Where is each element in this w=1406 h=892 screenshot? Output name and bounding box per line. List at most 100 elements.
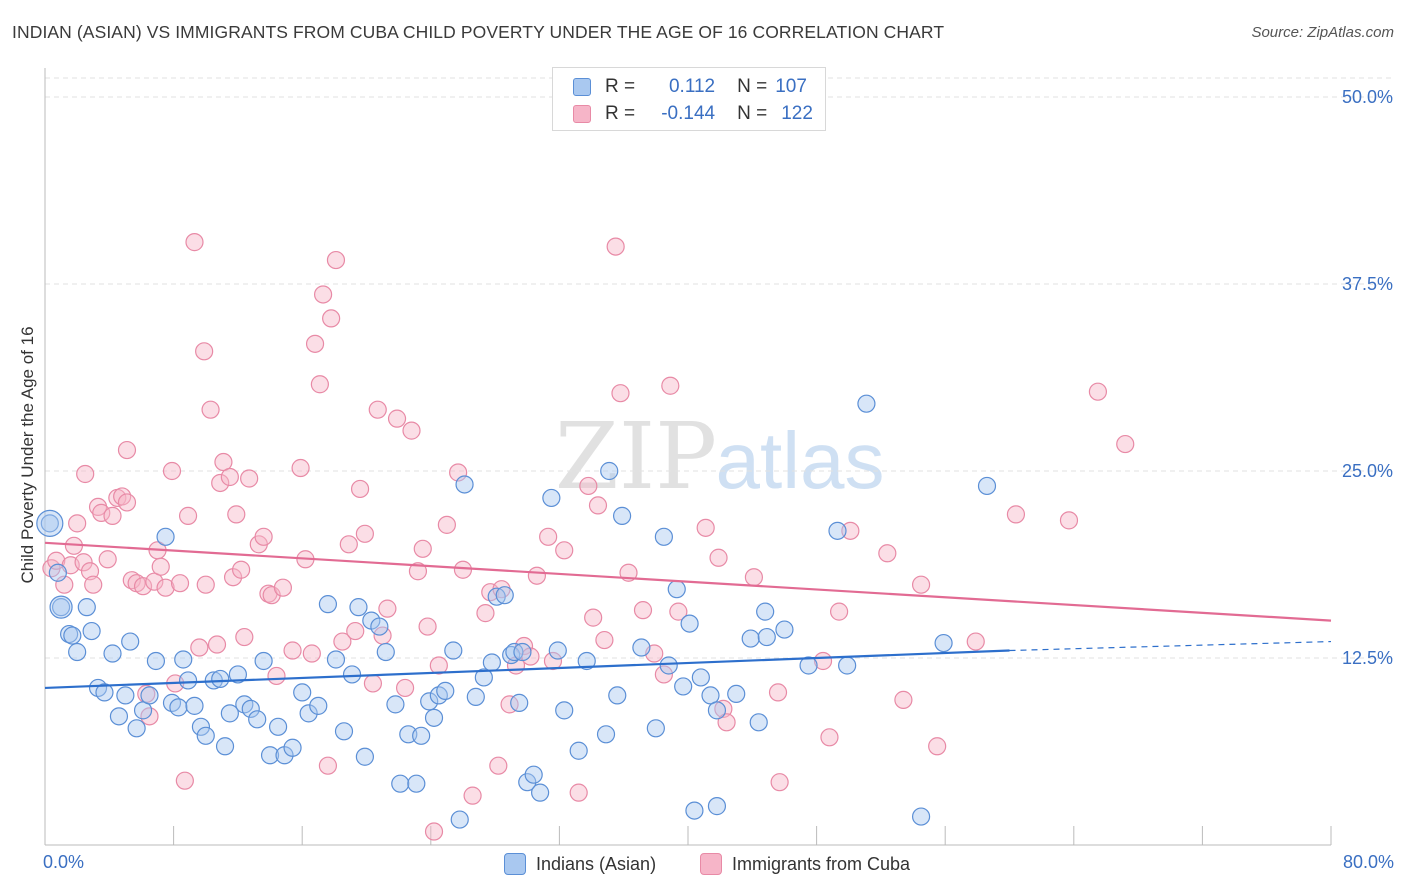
indian-point (654, 527, 673, 546)
legend-n-value: 107 (775, 76, 807, 97)
cuba-point (254, 527, 273, 546)
cuba-point (305, 334, 325, 353)
indian-point (531, 783, 550, 802)
cuba-point (240, 469, 259, 488)
indian-point (691, 668, 710, 687)
indian-point (127, 719, 146, 738)
cuba-point (543, 651, 563, 671)
cuba-point (98, 550, 117, 569)
indian-point (596, 725, 616, 744)
indian-point (254, 651, 273, 671)
cuba-point (211, 473, 230, 493)
x-tick-label-max: 80.0% (1342, 852, 1394, 872)
indian-point (502, 645, 521, 665)
indian-point (482, 653, 501, 672)
indian-point (707, 701, 727, 720)
indian-point (577, 651, 596, 671)
bottom-legend-label: Immigrants from Cuba (732, 853, 911, 874)
cuba-point (145, 572, 164, 591)
legend-swatch-pink (573, 105, 591, 123)
cuba-point (661, 376, 680, 395)
indian-point (518, 773, 537, 792)
cuba-point (214, 452, 233, 472)
cuba-point (151, 557, 170, 576)
indian-point (370, 617, 389, 636)
legend-swatch-blue (573, 78, 591, 96)
cuba-point (117, 440, 137, 460)
indian-point (191, 717, 211, 736)
indian-point (77, 598, 96, 617)
bottom-legend-cuba: Immigrants from Cuba (700, 852, 910, 876)
cuba-point (539, 527, 558, 546)
cuba-point (346, 621, 365, 641)
indian-point (355, 747, 374, 766)
cuba-point (201, 400, 220, 419)
y-axis-label: Child Poverty Under the Age of 16 (18, 326, 37, 584)
indian-point (103, 644, 122, 663)
indian-point (342, 665, 362, 684)
axes (44, 68, 1332, 846)
cuba-point (84, 575, 103, 594)
indian-point (857, 394, 876, 413)
indian-point (185, 696, 204, 715)
indian-point (680, 614, 699, 633)
cuba-point (235, 627, 254, 647)
indian-point (140, 686, 159, 705)
series-indian-points (36, 394, 997, 829)
cuba-point (654, 665, 673, 684)
cuba-point (768, 683, 788, 702)
cuba-point (1059, 511, 1079, 530)
cuba-point (113, 487, 132, 506)
cuba-point (717, 713, 736, 732)
indian-point (450, 810, 469, 829)
watermark-zip: ZIP (555, 403, 717, 510)
cuba-point (579, 476, 598, 496)
indian-point (299, 704, 318, 723)
cuba-point (283, 641, 302, 660)
indian-point (196, 726, 215, 745)
bottom-legend-swatch-pink (700, 853, 722, 875)
cuba-point (413, 539, 432, 558)
cuba-point (302, 644, 321, 663)
cuba-point (911, 575, 931, 594)
indian-trend-line (44, 649, 1010, 690)
cuba-point (178, 506, 198, 525)
cuba-point (894, 690, 913, 709)
cuba-point (103, 506, 122, 525)
indian-point (116, 686, 135, 705)
indian-point (632, 638, 651, 657)
y-tick-label: 12.5% (1342, 648, 1393, 668)
indian-point (412, 726, 431, 745)
cuba-point (273, 578, 293, 597)
indian-point (608, 686, 627, 705)
y-tick-label: 37.5% (1342, 274, 1393, 294)
source-note: Source: ZipAtlas.com (1251, 24, 1394, 41)
indian-point (911, 807, 931, 826)
legend-n-label: N = (737, 76, 768, 97)
cuba-point (424, 822, 444, 841)
cuba-point (966, 632, 985, 651)
cuba-point (387, 409, 407, 428)
cuba-point (878, 544, 897, 563)
cuba-point (322, 309, 341, 328)
cuba-point (355, 524, 374, 543)
cuba-point (133, 577, 153, 596)
cuba-point (555, 541, 574, 560)
indian-point (386, 695, 405, 714)
indian-point (548, 641, 567, 660)
indian-point (420, 692, 439, 711)
cuba-point (595, 630, 614, 650)
indian-point (318, 595, 338, 614)
cuba-point (418, 617, 437, 636)
cuba-point (326, 250, 346, 270)
cuba-point (170, 574, 190, 593)
indian-point (133, 701, 153, 720)
bottom-legend-indian: Indians (Asian) (504, 852, 656, 876)
cuba-point (1088, 382, 1108, 401)
cuba-point (80, 562, 100, 581)
cuba-point (588, 496, 608, 515)
indian-point (727, 684, 746, 704)
indian-point (36, 509, 64, 537)
cuba-point (489, 756, 508, 775)
cuba-point (527, 566, 546, 585)
